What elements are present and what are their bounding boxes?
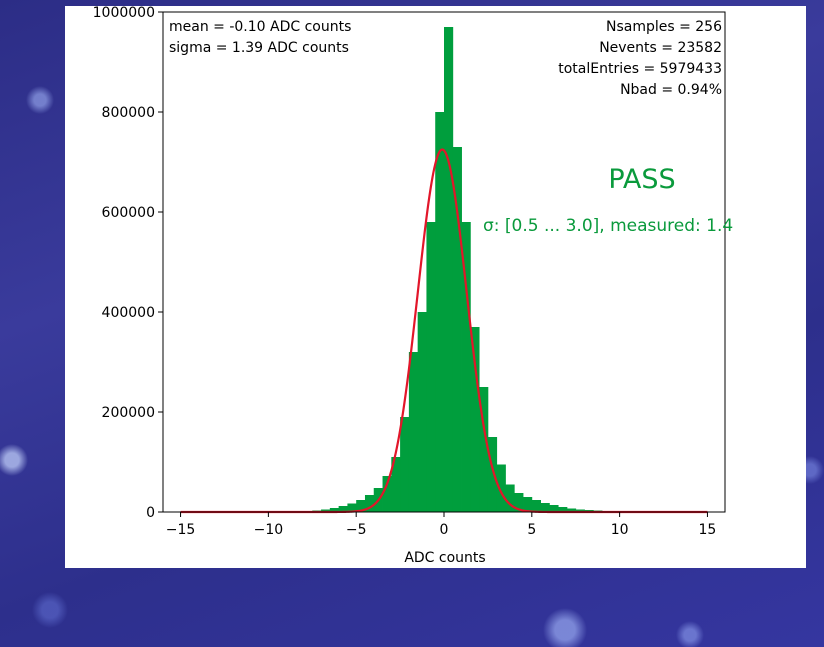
histogram-bar	[382, 476, 392, 512]
histogram-bar	[408, 352, 419, 512]
histogram-bar	[487, 437, 498, 512]
histogram-bar	[531, 500, 541, 512]
stats-nsamples: Nsamples = 256	[606, 19, 722, 35]
stats-mean: mean = -0.10 ADC counts	[169, 19, 351, 35]
histogram-bar	[523, 497, 533, 512]
stats-nbad: Nbad = 0.94%	[620, 82, 722, 98]
histogram-bar	[549, 505, 559, 512]
histogram-bar	[461, 222, 471, 512]
histogram-bar	[558, 507, 568, 512]
y-tick-label: 400000	[102, 305, 155, 321]
histogram-bar	[479, 387, 489, 512]
histogram-bar	[329, 508, 340, 512]
stats-total-entries: totalEntries = 5979433	[558, 61, 722, 77]
y-tick-label: 200000	[102, 405, 155, 421]
histogram-bar	[321, 509, 331, 512]
y-tick-label: 1000000	[93, 6, 155, 21]
x-tick-label: −15	[166, 522, 196, 538]
stats-sigma: sigma = 1.39 ADC counts	[169, 40, 349, 56]
histogram-bars	[303, 27, 621, 512]
histogram-bar	[452, 147, 462, 512]
histogram-bar	[338, 506, 348, 512]
histogram-bar	[496, 464, 506, 512]
y-tick-label: 600000	[102, 205, 155, 221]
histogram-bar	[514, 493, 524, 512]
histogram-bar	[417, 312, 427, 512]
histogram-bar	[356, 500, 366, 512]
pass-status: PASS	[608, 164, 675, 195]
x-axis-ticks: −15 −10 −5 0 5 10 15	[166, 512, 717, 538]
sigma-criterion: σ: [0.5 ... 3.0], measured: 1.4	[483, 216, 733, 236]
y-tick-label: 0	[146, 505, 155, 521]
histogram-bar	[540, 503, 550, 512]
x-tick-label: 5	[527, 522, 536, 538]
histogram-bar	[470, 327, 480, 512]
stats-nevents: Nevents = 23582	[599, 40, 722, 56]
x-tick-label: 15	[699, 522, 717, 538]
histogram-bar	[575, 509, 585, 512]
histogram-bar	[505, 484, 515, 512]
histogram-bar	[426, 222, 436, 512]
histogram-bar	[435, 112, 445, 512]
histogram-bar	[444, 27, 454, 512]
y-tick-label: 800000	[102, 105, 155, 121]
histogram-figure: −15 −10 −5 0 5 10 15 0 200000 400000 600000 800000…	[65, 6, 806, 568]
x-tick-label: −10	[254, 522, 284, 538]
x-tick-label: 0	[440, 522, 449, 538]
histogram-chart: −15 −10 −5 0 5 10 15 0 200000 400000 600000 800000…	[93, 6, 734, 566]
x-axis-label: ADC counts	[404, 550, 485, 566]
y-axis-ticks: 0 200000 400000 600000 800000 1000000	[93, 6, 163, 521]
histogram-bar	[364, 495, 375, 512]
x-tick-label: −5	[346, 522, 367, 538]
histogram-bar	[347, 503, 357, 512]
histogram-bar	[400, 417, 410, 512]
histogram-bar	[391, 457, 401, 512]
histogram-bar	[566, 508, 577, 512]
x-tick-label: 10	[611, 522, 629, 538]
